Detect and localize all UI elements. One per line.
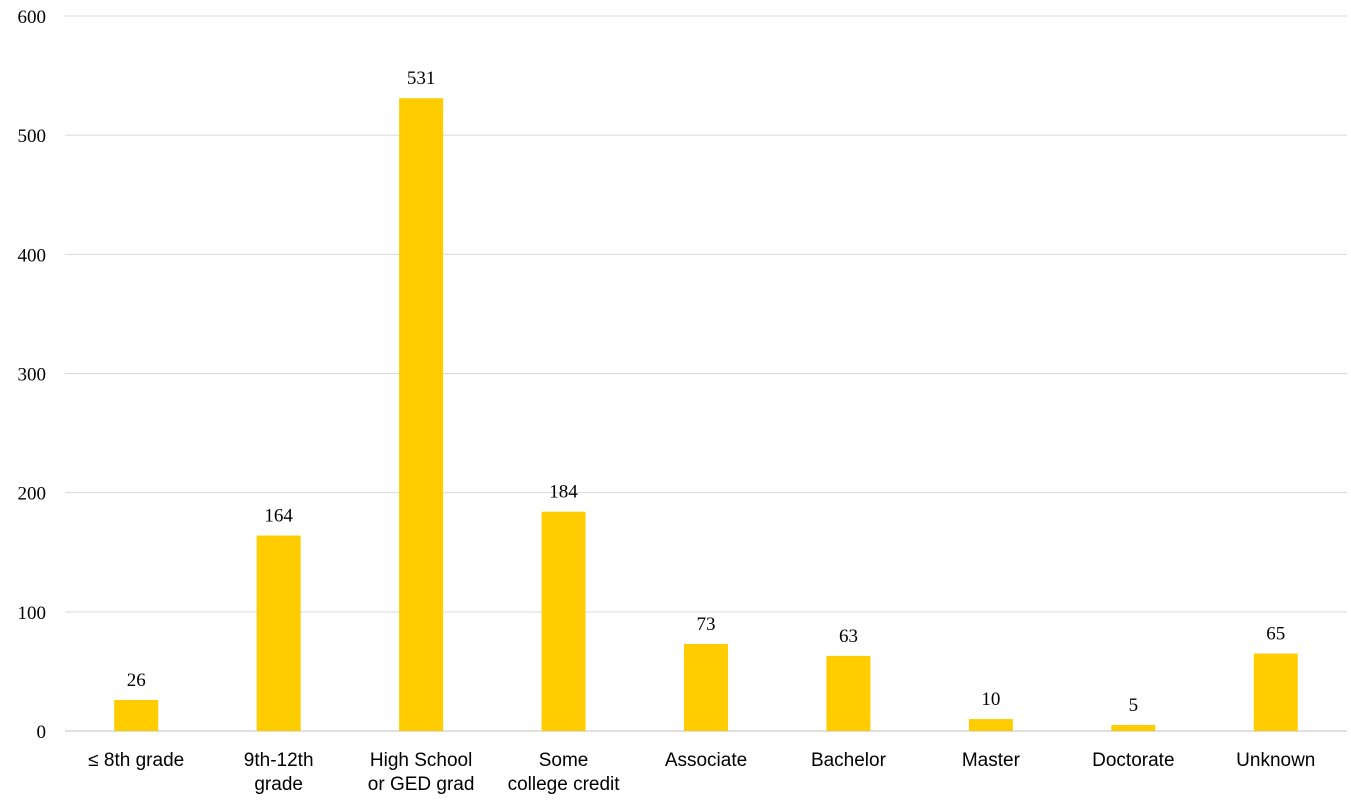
bar: [541, 511, 586, 731]
bar: [826, 655, 871, 731]
y-axis-ticks: 0 100 200 300 400 500 600: [18, 7, 47, 743]
bar: [1111, 725, 1156, 731]
y-tick-label: 0: [37, 722, 47, 743]
data-label: 65: [1266, 624, 1285, 645]
bar: [114, 700, 159, 731]
data-labels: 26 164 531 184 73 63 10 5 65: [127, 68, 1286, 716]
data-label: 5: [1129, 695, 1139, 716]
data-label: 531: [407, 68, 436, 89]
y-tick-label: 600: [18, 7, 47, 28]
data-label: 10: [981, 689, 1000, 710]
x-tick-label: Master: [962, 750, 1021, 771]
x-tick-label: 9th-12th grade: [244, 750, 314, 795]
bar: [1253, 653, 1298, 731]
x-axis-ticks: ≤ 8th grade 9th-12th grade High School or GE…: [88, 750, 1315, 795]
y-tick-label: 400: [18, 245, 47, 266]
bar: [684, 644, 728, 731]
x-tick-label: Some college credit: [508, 750, 621, 795]
bar: [399, 98, 444, 732]
bars: [114, 98, 1298, 732]
y-tick-label: 300: [18, 365, 47, 386]
data-label: 184: [549, 482, 578, 503]
x-tick-label: Unknown: [1236, 750, 1315, 771]
x-tick-label: Doctorate: [1092, 750, 1174, 771]
x-tick-label: Associate: [665, 750, 747, 771]
y-tick-label: 500: [18, 126, 47, 147]
data-label: 26: [127, 670, 146, 691]
x-tick-label: Bachelor: [811, 750, 887, 771]
bar: [968, 719, 1013, 731]
x-tick-label: High School or GED grad: [368, 750, 475, 795]
y-tick-label: 200: [18, 484, 47, 505]
bar: [256, 535, 301, 731]
y-tick-label: 100: [18, 603, 47, 624]
data-label: 73: [697, 614, 716, 635]
data-label: 63: [839, 626, 858, 647]
data-label: 164: [264, 506, 293, 527]
x-tick-label: ≤ 8th grade: [88, 750, 184, 771]
